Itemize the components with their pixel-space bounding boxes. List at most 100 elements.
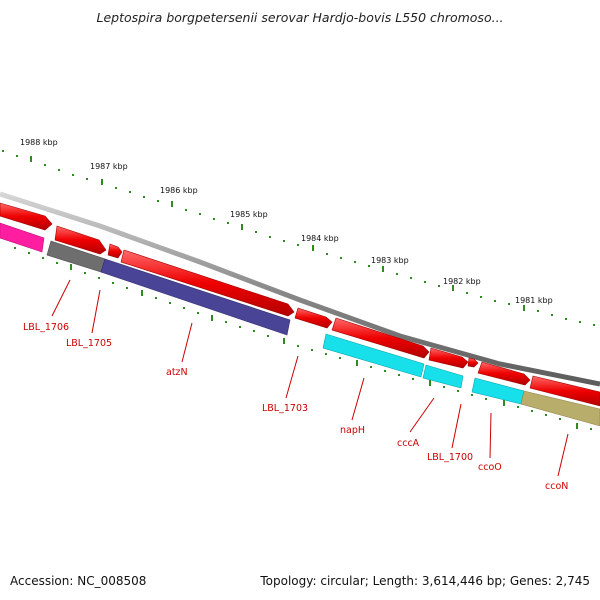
kbp-labels: 1988 kbp 1987 kbp 1986 kbp 1985 kbp 1984…	[20, 138, 553, 305]
ruler-major-tick	[241, 224, 243, 230]
ruler-dot	[155, 297, 157, 299]
ruler-major-tick	[211, 315, 213, 321]
ruler-dot	[253, 330, 255, 332]
leader-line	[451, 403, 462, 449]
ruler-dot	[537, 310, 539, 312]
ruler-dot	[169, 302, 171, 304]
ruler-dot	[531, 410, 533, 412]
ruler-dot	[227, 222, 229, 224]
ruler-dot	[267, 335, 269, 337]
ruler-dot	[213, 218, 215, 220]
ruler-major-tick	[283, 338, 285, 344]
kbp-label: 1984 kbp	[301, 234, 339, 243]
ruler-dot	[42, 257, 44, 259]
ruler-dot	[126, 287, 128, 289]
chromosome-backbone	[0, 191, 600, 387]
ruler-dot	[368, 265, 370, 267]
inner-ruler	[14, 247, 592, 430]
ruler-major-tick	[503, 400, 505, 406]
ruler-dot	[326, 253, 328, 255]
ruler-dot	[590, 428, 592, 430]
gene-naph-bar	[322, 333, 425, 378]
gene-ccon-bar	[520, 390, 600, 427]
gene-label: ccoN	[545, 481, 568, 492]
reverse-strand-genes	[0, 222, 600, 427]
ruler-dot	[72, 174, 74, 176]
ruler-dot	[183, 307, 185, 309]
gene-label: atzN	[166, 367, 188, 378]
leader-line	[409, 397, 435, 433]
ruler-dot	[466, 292, 468, 294]
gene-arrow-forward	[54, 225, 107, 255]
ruler-dot	[225, 321, 227, 323]
ruler-dot	[255, 231, 257, 233]
ruler-major-tick	[356, 360, 358, 366]
gene-lbl-1706-bar	[0, 222, 45, 253]
ruler-dot	[185, 209, 187, 211]
ruler-dot	[58, 169, 60, 171]
ruler-dot	[197, 312, 199, 314]
ruler-dot	[56, 262, 58, 264]
kbp-label: 1988 kbp	[20, 138, 58, 147]
ruler-dot	[239, 326, 241, 328]
gene-label: LBL_1706	[23, 322, 69, 333]
ruler-dot	[551, 314, 553, 316]
ruler-dot	[98, 277, 100, 279]
ruler-dot	[471, 394, 473, 396]
gene-arrow-forward	[294, 307, 333, 329]
ruler-dot	[396, 273, 398, 275]
ruler-dot	[424, 281, 426, 283]
ruler-dot	[16, 155, 18, 157]
ruler-dot	[143, 196, 145, 198]
ruler-dot	[398, 374, 400, 376]
ruler-dot	[28, 252, 30, 254]
ruler-dot	[86, 178, 88, 180]
genome-summary-text: Topology: circular; Length: 3,614,446 bp…	[260, 574, 590, 588]
ruler-dot	[559, 418, 561, 420]
ruler-dot	[2, 150, 4, 152]
gene-ccca-bar	[422, 364, 464, 389]
ruler-dot	[545, 414, 547, 416]
ruler-dot	[325, 353, 327, 355]
leader-line	[285, 355, 299, 399]
ruler-dot	[283, 240, 285, 242]
kbp-label: 1983 kbp	[371, 256, 409, 265]
leader-line	[489, 412, 492, 459]
kbp-ruler	[2, 150, 595, 326]
kbp-label: 1982 kbp	[443, 277, 481, 286]
ruler-major-tick	[452, 285, 454, 291]
ruler-dot	[297, 345, 299, 347]
gene-arrow-forward	[120, 249, 295, 317]
leader-line	[91, 289, 101, 334]
forward-strand-genes	[0, 202, 600, 407]
gene-atzn-bar	[100, 258, 291, 336]
gene-arrow-forward	[0, 202, 53, 231]
gene-label: cccA	[397, 438, 420, 449]
leader-line	[181, 322, 193, 363]
ruler-major-tick	[576, 423, 578, 429]
ruler-dot	[112, 282, 114, 284]
ruler-dot	[269, 236, 271, 238]
gene-labels: LBL_1706 LBL_1705 atzN LBL_1703 napH ccc…	[23, 322, 568, 492]
gene-arrow-forward	[107, 243, 123, 259]
ruler-dot	[438, 285, 440, 287]
ruler-dot	[339, 357, 341, 359]
ruler-major-tick	[382, 266, 384, 272]
kbp-label: 1985 kbp	[230, 210, 268, 219]
ruler-dot	[517, 406, 519, 408]
gene-arrow-forward	[467, 357, 479, 368]
ruler-dot	[157, 200, 159, 202]
ruler-dot	[199, 213, 201, 215]
ruler-dot	[370, 366, 372, 368]
gene-arrow-forward	[529, 375, 600, 407]
ruler-dot	[579, 321, 581, 323]
map-title: Leptospira borgpetersenii serovar Hardjo…	[96, 10, 504, 25]
ruler-major-tick	[30, 156, 32, 162]
ruler-dot	[115, 187, 117, 189]
ruler-dot	[457, 390, 459, 392]
ruler-major-tick	[429, 380, 431, 386]
ruler-dot	[384, 370, 386, 372]
gene-arrow-forward	[477, 361, 531, 386]
label-leaders	[51, 279, 569, 477]
gene-arrow-forward	[331, 317, 430, 359]
